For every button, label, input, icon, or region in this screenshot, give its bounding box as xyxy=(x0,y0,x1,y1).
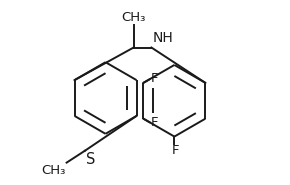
Text: CH₃: CH₃ xyxy=(41,164,66,176)
Text: F: F xyxy=(172,144,179,157)
Text: CH₃: CH₃ xyxy=(122,11,146,24)
Text: NH: NH xyxy=(152,31,173,45)
Text: F: F xyxy=(151,116,159,129)
Text: S: S xyxy=(86,152,95,167)
Text: F: F xyxy=(151,72,158,85)
